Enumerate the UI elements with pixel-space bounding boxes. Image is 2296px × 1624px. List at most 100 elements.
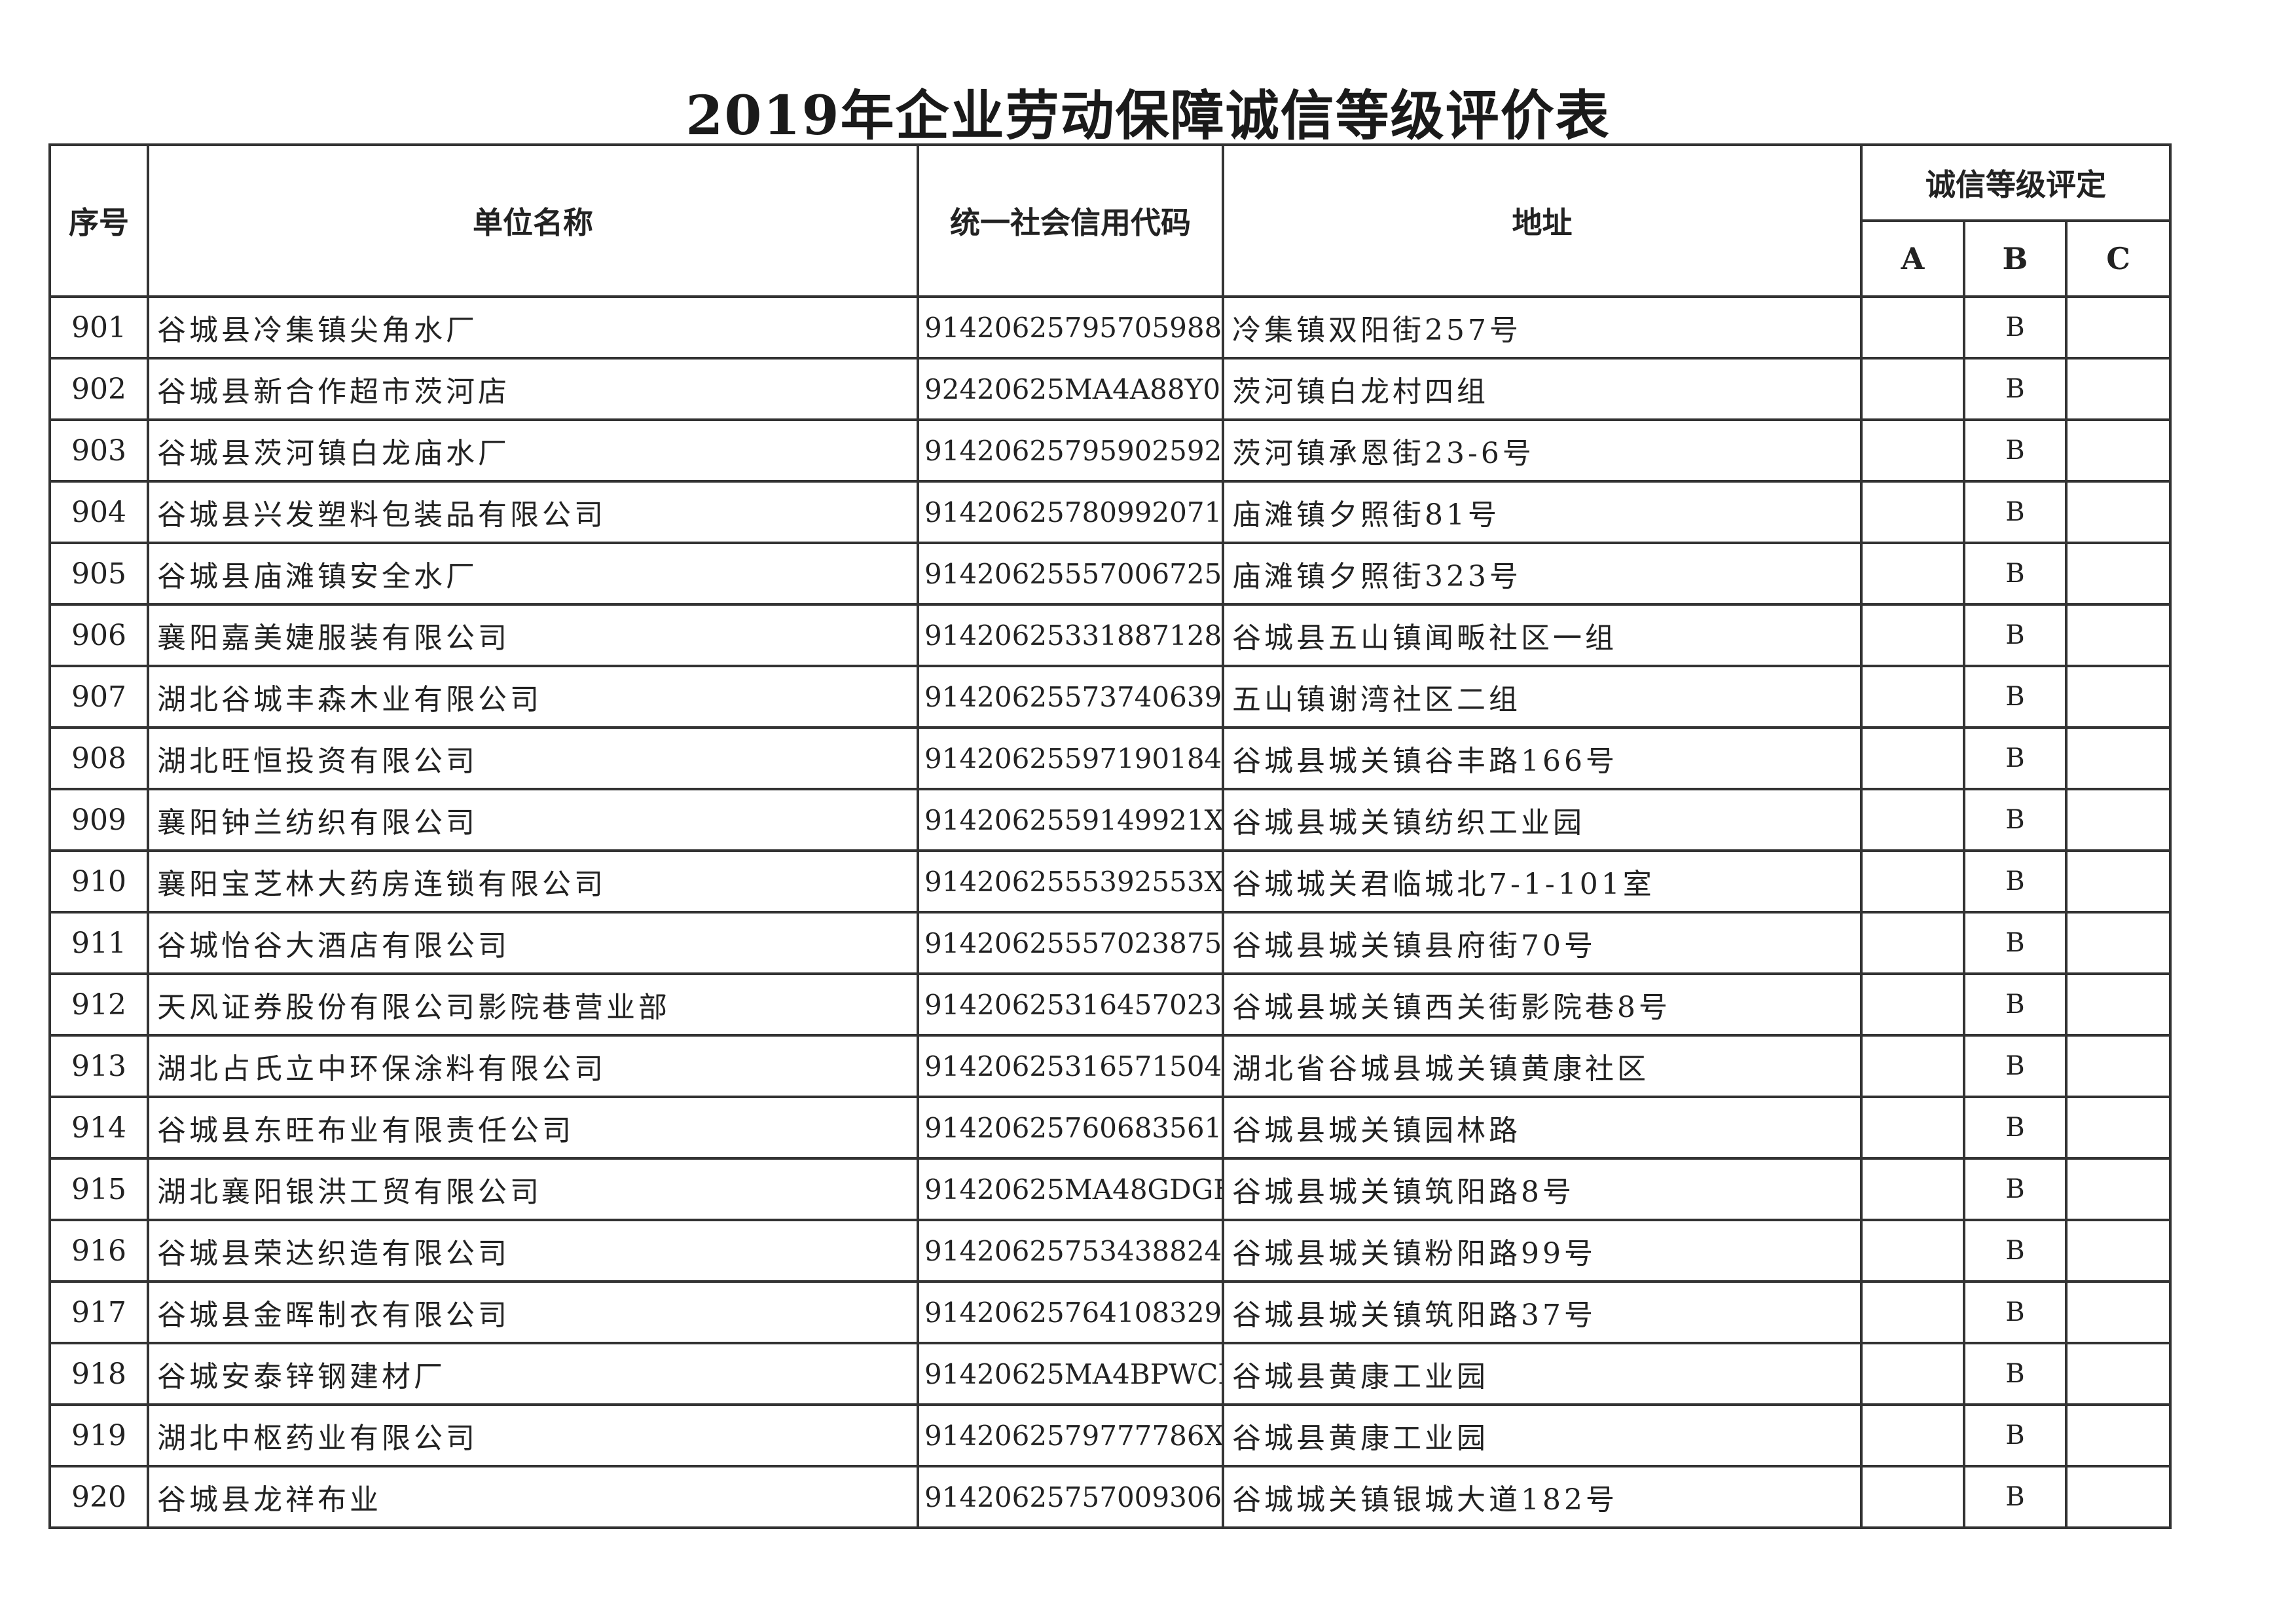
table-row: 919 湖北中枢药业有限公司 9142062579777786XU 谷城县黄康工业园 B: [48, 1403, 2172, 1467]
row-number: 920: [48, 1465, 149, 1529]
grade-c: [2064, 1219, 2172, 1283]
company-name: 谷城怡谷大酒店有限公司: [147, 911, 919, 975]
credit-code: 914206253318871281: [917, 603, 1224, 667]
row-number: 906: [48, 603, 149, 667]
grade-a: [1860, 542, 1965, 606]
address: 谷城县黄康工业园: [1222, 1403, 1863, 1467]
grade-b: B: [1963, 1096, 2068, 1160]
address: 冷集镇双阳街257号: [1222, 295, 1863, 360]
row-number: 907: [48, 665, 149, 729]
company-name: 谷城县庙滩镇安全水厂: [147, 542, 919, 606]
grade-b: B: [1963, 911, 2068, 975]
grade-c: [2064, 603, 2172, 667]
header-grade-a: A: [1860, 219, 1965, 298]
grade-a: [1860, 295, 1965, 360]
grade-b: B: [1963, 1157, 2068, 1221]
credit-code: 91420625753438824G: [917, 1219, 1224, 1283]
grade-c: [2064, 1034, 2172, 1098]
grade-a: [1860, 972, 1965, 1037]
table-row: 908 湖北旺恒投资有限公司 914206255971901846 谷城县城关镇谷丰路…: [48, 726, 2172, 790]
row-number: 918: [48, 1342, 149, 1406]
credit-code: 91420625573740639Q: [917, 665, 1224, 729]
grade-a: [1860, 1465, 1965, 1529]
grade-a: [1860, 665, 1965, 729]
grade-c: [2064, 1342, 2172, 1406]
grade-c: [2064, 665, 2172, 729]
table-row: 905 谷城县庙滩镇安全水厂 914206255570067250 庙滩镇夕照街323…: [48, 542, 2172, 606]
row-number: 916: [48, 1219, 149, 1283]
row-number: 902: [48, 357, 149, 421]
grade-b: B: [1963, 418, 2068, 483]
grade-a: [1860, 603, 1965, 667]
credit-code: 91420625757009306N: [917, 1465, 1224, 1529]
table-row: 911 谷城怡谷大酒店有限公司 91420625557023875L 谷城县城关镇县府…: [48, 911, 2172, 975]
grade-a: [1860, 418, 1965, 483]
row-number: 915: [48, 1157, 149, 1221]
grade-b: B: [1963, 295, 2068, 360]
credit-code: 914206255971901846: [917, 726, 1224, 790]
address: 谷城县城关镇筑阳路8号: [1222, 1157, 1863, 1221]
grade-a: [1860, 726, 1965, 790]
table-row: 910 襄阳宝芝林大药房连锁有限公司 9142062555392553XN 谷城城关君…: [48, 849, 2172, 913]
grade-b: B: [1963, 1342, 2068, 1406]
grade-c: [2064, 418, 2172, 483]
credit-code: 914206255570067250: [917, 542, 1224, 606]
address: 谷城城关镇银城大道182号: [1222, 1465, 1863, 1529]
company-name: 襄阳宝芝林大药房连锁有限公司: [147, 849, 919, 913]
credit-code: 91420625MA4BPWCK0R: [917, 1342, 1224, 1406]
grade-c: [2064, 788, 2172, 852]
grade-b: B: [1963, 665, 2068, 729]
grade-a: [1860, 480, 1965, 544]
rating-table: 序号 单位名称 统一社会信用代码 地址 诚信等级评定 A B C 901 谷城县冷…: [48, 143, 2172, 1529]
company-name: 湖北占氏立中环保涂料有限公司: [147, 1034, 919, 1098]
grade-b: B: [1963, 542, 2068, 606]
header-grade-c: C: [2064, 219, 2172, 298]
grade-c: [2064, 911, 2172, 975]
grade-c: [2064, 849, 2172, 913]
table-row: 918谷城安泰锌钢建材厂91420625MA4BPWCK0R谷城县黄康工业园 B: [48, 1342, 2172, 1406]
header-rating: 诚信等级评定: [1859, 143, 2172, 222]
table-row: 912 天风证券股份有限公司影院巷营业部 914206253164570235 谷城县…: [48, 972, 2172, 1037]
row-number: 908: [48, 726, 149, 790]
address: 五山镇谢湾社区二组: [1222, 665, 1863, 729]
table-row: 916 谷城县荣达织造有限公司 91420625753438824G 谷城县城关镇粉阳…: [48, 1219, 2172, 1283]
credit-code: 91420625764108329W: [917, 1280, 1224, 1344]
address: 湖北省谷城县城关镇黄康社区: [1222, 1034, 1863, 1098]
address: 庙滩镇夕照街81号: [1222, 480, 1863, 544]
credit-code: 91420625760683561H: [917, 1096, 1224, 1160]
grade-a: [1860, 911, 1965, 975]
row-number: 901: [48, 295, 149, 360]
address: 谷城县城关镇纺织工业园: [1222, 788, 1863, 852]
address: 谷城县城关镇县府街70号: [1222, 911, 1863, 975]
grade-c: [2064, 1280, 2172, 1344]
header-grade-b: B: [1963, 219, 2068, 298]
grade-a: [1860, 1280, 1965, 1344]
company-name: 襄阳嘉美婕服装有限公司: [147, 603, 919, 667]
address: 谷城县黄康工业园: [1222, 1342, 1863, 1406]
credit-code: 91420625557023875L: [917, 911, 1224, 975]
row-number: 911: [48, 911, 149, 975]
company-name: 湖北襄阳银洪工贸有限公司: [147, 1157, 919, 1221]
credit-code: 9142062559149921XM: [917, 788, 1224, 852]
row-number: 904: [48, 480, 149, 544]
credit-code: 91420625795902592F: [917, 418, 1224, 483]
table-row: 903 谷城县茨河镇白龙庙水厂 91420625795902592F 茨河镇承恩街23…: [48, 418, 2172, 483]
company-name: 谷城县龙祥布业: [147, 1465, 919, 1529]
address: 茨河镇承恩街23-6号: [1222, 418, 1863, 483]
company-name: 湖北中枢药业有限公司: [147, 1403, 919, 1467]
company-name: 谷城县东旺布业有限责任公司: [147, 1096, 919, 1160]
grade-c: [2064, 480, 2172, 544]
row-number: 917: [48, 1280, 149, 1344]
grade-a: [1860, 357, 1965, 421]
grade-b: B: [1963, 480, 2068, 544]
table-row: 906 襄阳嘉美婕服装有限公司 914206253318871281 谷城县五山镇闻畈…: [48, 603, 2172, 667]
credit-code: 9142062555392553XN: [917, 849, 1224, 913]
header-name: 单位名称: [147, 143, 919, 298]
row-number: 909: [48, 788, 149, 852]
company-name: 谷城安泰锌钢建材厂: [147, 1342, 919, 1406]
company-name: 谷城县冷集镇尖角水厂: [147, 295, 919, 360]
address: 茨河镇白龙村四组: [1222, 357, 1863, 421]
grade-c: [2064, 972, 2172, 1037]
company-name: 湖北谷城丰森木业有限公司: [147, 665, 919, 729]
row-number: 903: [48, 418, 149, 483]
